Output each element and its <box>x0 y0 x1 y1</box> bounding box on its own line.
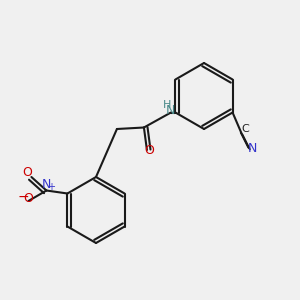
Text: O: O <box>23 193 33 206</box>
Text: O: O <box>22 166 32 178</box>
Text: +: + <box>47 182 55 193</box>
Text: H: H <box>163 100 172 110</box>
Text: C: C <box>241 124 249 134</box>
Text: O: O <box>144 144 154 157</box>
Text: N: N <box>248 142 257 154</box>
Text: N: N <box>42 178 51 190</box>
Text: −: − <box>17 190 29 204</box>
Text: N: N <box>166 104 176 117</box>
